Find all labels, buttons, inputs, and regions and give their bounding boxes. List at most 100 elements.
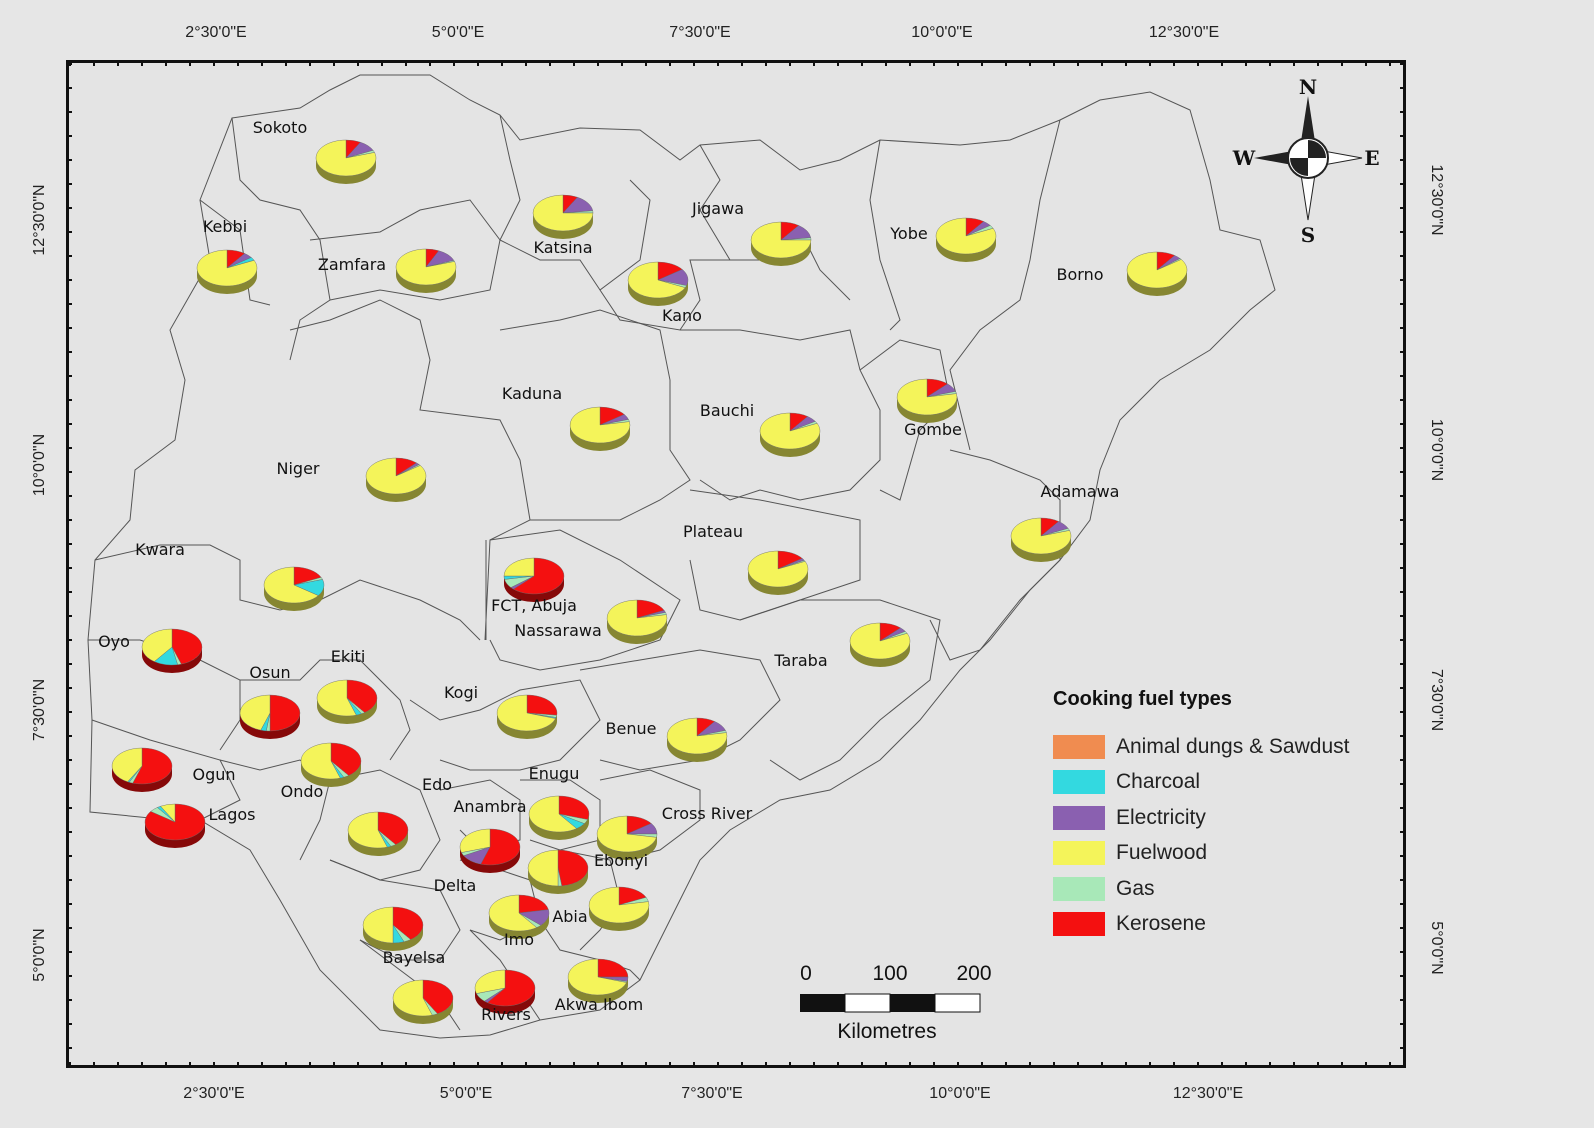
state-label: Abia	[552, 907, 587, 926]
state-label: Sokoto	[253, 118, 308, 137]
state-pie	[569, 406, 631, 451]
state-pie	[606, 599, 668, 644]
state-label: Niger	[277, 459, 320, 478]
pie-depth	[348, 830, 408, 856]
legend-label: Fuelwood	[1116, 841, 1208, 865]
legend-label: Electricity	[1116, 805, 1206, 829]
state-boundary	[689, 489, 861, 621]
state-boundary	[489, 529, 681, 671]
state-pie	[896, 378, 958, 423]
legend-item-fuelwood: Fuelwood	[1053, 836, 1393, 872]
state-label: Gombe	[904, 420, 962, 439]
pie-slice-kerosene	[377, 811, 409, 845]
legend-item-electricity: Electricity	[1053, 800, 1393, 836]
pie-depth	[1011, 536, 1071, 562]
pie-slice-fuelwood	[496, 694, 556, 732]
scale-tick-label: 100	[872, 962, 908, 985]
state-boundary	[289, 299, 531, 641]
state-pie	[316, 679, 378, 724]
pie-slice-kerosene	[480, 828, 521, 866]
state-pie	[503, 557, 565, 602]
pie-depth	[607, 618, 667, 644]
state-label: Ondo	[281, 782, 324, 801]
pie-depth	[396, 267, 456, 293]
state-label: Ekiti	[331, 647, 366, 666]
state-pie	[747, 550, 809, 595]
pie-depth	[748, 569, 808, 595]
state-pie	[395, 248, 457, 293]
pie-slice-kerosene	[422, 979, 454, 1015]
pie-depth	[589, 905, 649, 931]
pie-depth	[751, 240, 811, 266]
state-label: Ebonyi	[594, 851, 648, 870]
pie-slice-fuelwood	[239, 694, 271, 731]
state-boundary	[520, 779, 601, 851]
pie-slice-fuelwood	[896, 378, 958, 416]
state-label: Taraba	[773, 651, 827, 670]
scale-segment	[890, 994, 935, 1012]
state-label: Katsina	[533, 238, 592, 257]
pie-depth	[1127, 270, 1187, 296]
legend-label: Charcoal	[1116, 770, 1201, 794]
pie-slice-fuelwood	[759, 412, 821, 450]
state-pie	[144, 803, 206, 848]
state-boundary	[680, 329, 881, 501]
pie-slice-fuelwood	[395, 248, 457, 286]
pie-slice-fuelwood	[588, 886, 650, 924]
legend-swatch	[1053, 734, 1105, 759]
pie-slice-fuelwood	[627, 261, 686, 299]
pie-depth	[393, 998, 453, 1024]
state-pie	[239, 694, 301, 739]
pie-slice-fuelwood	[1126, 251, 1188, 289]
state-pie	[759, 412, 821, 457]
grid-label-top: 12°30'0"E	[1148, 24, 1220, 41]
state-pie	[263, 566, 325, 611]
state-boundary	[739, 599, 941, 781]
pie-slice-kerosene	[558, 795, 590, 820]
state-pie	[532, 194, 594, 239]
pie-slice-kerosene	[518, 894, 549, 914]
state-pie	[111, 747, 173, 792]
pie-slice-fuelwood	[606, 599, 668, 637]
state-label: Kwara	[135, 540, 185, 559]
state-pie	[627, 261, 689, 306]
pie-depth	[197, 268, 257, 294]
pie-slice-fuelwood	[459, 828, 491, 853]
state-boundary	[94, 544, 481, 641]
pie-slice-fuelwood	[263, 566, 319, 604]
frame-ticks	[66, 60, 1406, 1068]
compass-west-label: W	[1232, 146, 1256, 170]
pie-depth	[301, 761, 361, 787]
state-label: Bayelsa	[383, 948, 446, 967]
pie-slice-kerosene	[132, 747, 173, 785]
pie-slice-kerosene	[392, 906, 424, 940]
pie-depth	[504, 576, 564, 602]
pie-depth	[475, 988, 535, 1014]
pie-slice-kerosene	[346, 679, 378, 713]
legend-item-animal-dungs: Animal dungs & Sawdust	[1053, 729, 1393, 765]
pie-depth	[316, 158, 376, 184]
grid-label-bottom: 7°30'0"E	[681, 1085, 743, 1102]
state-label: Akwa Ibom	[555, 995, 643, 1014]
state-label: Anambra	[453, 797, 526, 816]
pie-slice-kerosene	[171, 628, 203, 665]
legend-swatch	[1053, 770, 1105, 795]
state-pie	[1126, 251, 1188, 296]
state-pie-charts	[111, 139, 1188, 1024]
pie-depth	[240, 713, 300, 739]
pie-slice-fuelwood	[527, 849, 559, 887]
grid-label-top: 5°0'0"E	[431, 24, 485, 41]
state-boundary	[240, 659, 411, 761]
state-boundary	[499, 309, 691, 521]
state-label: FCT, Abuja	[491, 596, 577, 615]
state-pie	[496, 694, 558, 739]
state-pie	[666, 717, 728, 762]
state-boundary	[869, 139, 901, 331]
pie-slice-fuelwood	[365, 457, 427, 495]
pie-slice-fuelwood	[392, 979, 433, 1017]
grid-label-top: 2°30'0"E	[185, 24, 247, 41]
state-label: Kebbi	[203, 217, 247, 236]
state-pie	[528, 795, 590, 840]
compass-south-label: S	[1301, 223, 1315, 247]
